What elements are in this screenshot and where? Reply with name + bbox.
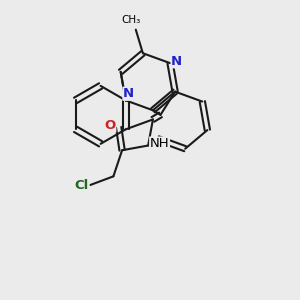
Text: CH₃: CH₃ (122, 15, 141, 25)
Text: N: N (171, 55, 182, 68)
Text: N: N (123, 87, 134, 100)
Text: NH: NH (150, 137, 169, 150)
Text: Cl: Cl (75, 178, 89, 191)
Text: O: O (104, 119, 116, 132)
